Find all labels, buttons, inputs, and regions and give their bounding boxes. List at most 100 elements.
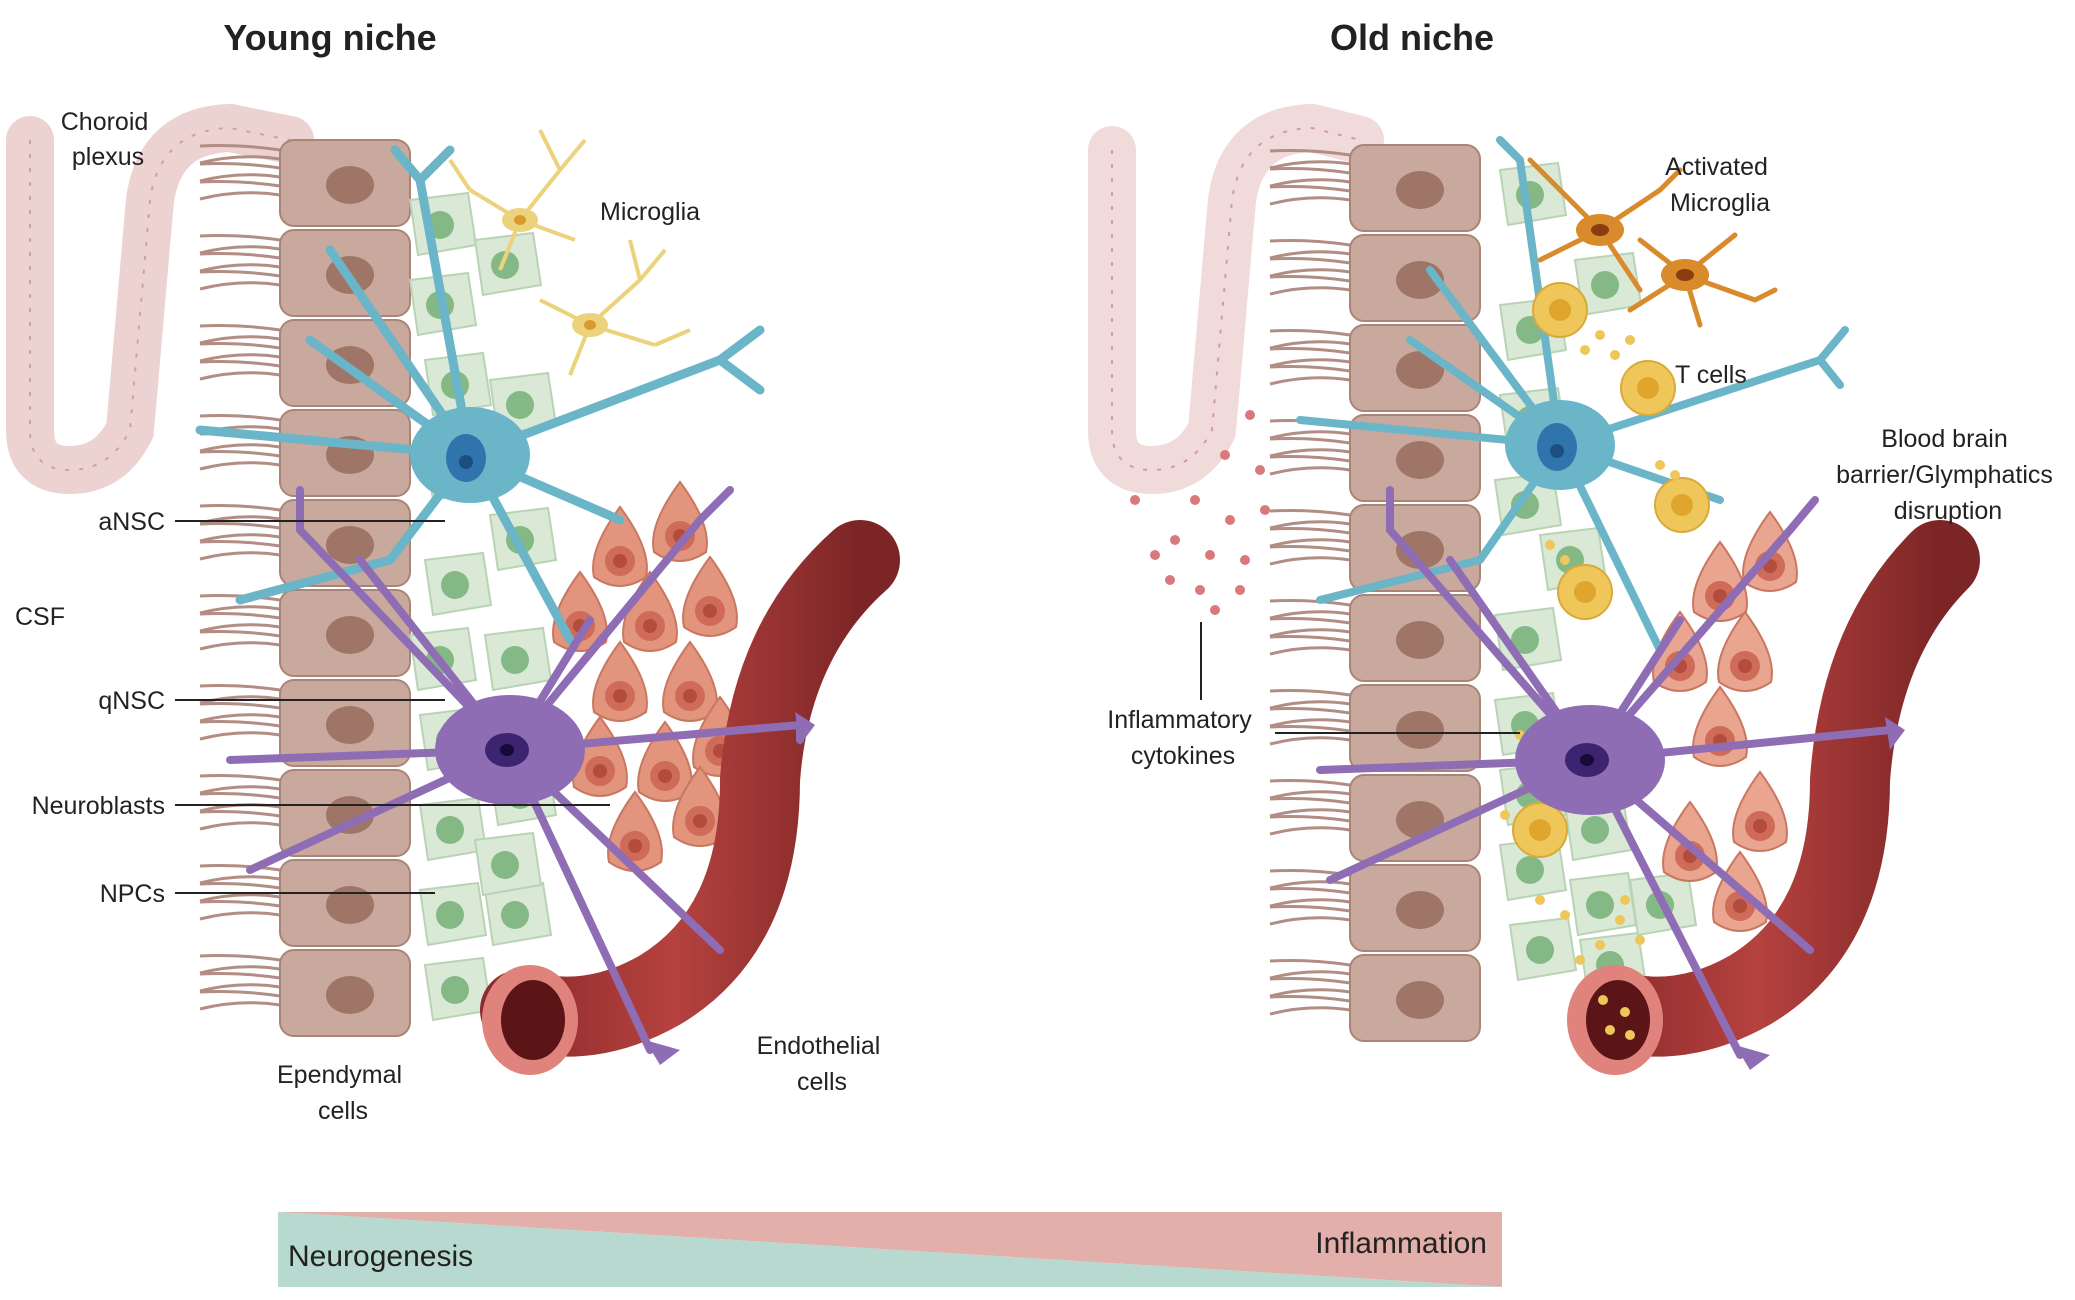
- npc-cell: [1498, 161, 1568, 227]
- cytokines-label-line2: cytokines: [1131, 742, 1235, 770]
- ependymal-cell: [1269, 954, 1481, 1042]
- neuroblast-cell: [622, 570, 678, 652]
- cytokine-dot-gold: [1535, 895, 1545, 905]
- cytokine-dot-gold: [1635, 935, 1645, 945]
- neurogenesis-inflammation-gradient: Neurogenesis Inflammation: [278, 1212, 1502, 1287]
- cytokine-dot: [1260, 505, 1270, 515]
- svg-text:Inflammatory cytokines: Inflammatory cytokines: [1107, 706, 1258, 770]
- t-cell: [1512, 802, 1568, 858]
- cytokine-dot-gold: [1545, 540, 1555, 550]
- young-niche-panel: Young niche: [6, 17, 900, 1125]
- ependymal-cell: [199, 139, 411, 227]
- cytokine-dot: [1220, 450, 1230, 460]
- qnsc-cell-old: [1316, 486, 1905, 1070]
- neuroblasts-label: Neuroblasts: [32, 792, 165, 820]
- csf-label: CSF: [15, 603, 65, 631]
- activated-microglia: [1527, 157, 1778, 328]
- young-niche-title: Young niche: [223, 17, 436, 58]
- t-cells: [1500, 282, 1710, 965]
- qnsc-label: qNSC: [98, 687, 165, 715]
- ependymal-label-line2: cells: [318, 1097, 368, 1125]
- ependymal-cell: [1269, 864, 1481, 952]
- cytokine-dot-gold: [1620, 895, 1630, 905]
- cytokine-dot: [1170, 535, 1180, 545]
- neuroblast-cell: [652, 480, 708, 562]
- bbb-label-line1: Blood brain: [1881, 425, 2007, 453]
- neuroblast-cell: [1692, 685, 1748, 767]
- ependymal-cell: [1269, 144, 1481, 232]
- ansc-label: aNSC: [98, 508, 165, 536]
- ependymal-cell: [1269, 234, 1481, 322]
- neuroblast-cell: [607, 790, 663, 872]
- bbb-label-line3: disruption: [1894, 497, 2002, 525]
- activated-microglia-label-line1: Activated: [1665, 153, 1768, 181]
- ependymal-cell: [199, 679, 411, 767]
- qnsc-cell-young: [226, 486, 815, 1065]
- neuroblast-cluster-young: [552, 480, 748, 872]
- ependymal-label-line1: Ependymal: [277, 1061, 402, 1089]
- t-cell: [1557, 564, 1613, 620]
- ependymal-cell: [1269, 594, 1481, 682]
- cytokine-dot-gold: [1500, 810, 1510, 820]
- npcs-label: NPCs: [100, 880, 165, 908]
- cytokine-dot-gold: [1595, 940, 1605, 950]
- npc-cell: [483, 881, 553, 947]
- svg-text:Activated Microglia: Activated Microglia: [1665, 153, 1775, 217]
- cytokine-dot-gold: [1580, 345, 1590, 355]
- cytokine-dot-gold: [1655, 460, 1665, 470]
- bbb-label-line2: barrier/Glymphatics: [1836, 461, 2053, 489]
- ependymal-cell: [1269, 504, 1481, 592]
- cytokine-dot: [1240, 555, 1250, 565]
- choroid-plexus-old: [1088, 103, 1384, 495]
- blood-vessel-young: [480, 520, 900, 1075]
- cytokine-dot: [1210, 605, 1220, 615]
- cytokine-dot: [1225, 515, 1235, 525]
- npc-cell: [1508, 916, 1578, 982]
- neuroblast-cluster-old: [1652, 510, 1798, 932]
- npc-cell: [483, 626, 553, 692]
- cytokine-dot-gold: [1560, 910, 1570, 920]
- cytokine-dot: [1130, 495, 1140, 505]
- t-cells-label: T cells: [1675, 361, 1747, 389]
- neurogenesis-label: Neurogenesis: [288, 1240, 473, 1273]
- inflammation-label: Inflammation: [1315, 1227, 1487, 1260]
- choroid-plexus-label-line2: plexus: [72, 143, 144, 171]
- cytokine-dot: [1245, 410, 1255, 420]
- cytokines-label-line1: Inflammatory: [1107, 706, 1252, 734]
- cytokine-dot: [1255, 465, 1265, 475]
- neuroblast-cell: [637, 720, 693, 802]
- cytokine-dot: [1165, 575, 1175, 585]
- endothelial-label-line2: cells: [797, 1068, 847, 1096]
- npc-cell: [473, 831, 543, 897]
- microglia-young: [448, 129, 691, 376]
- cytokine-dot: [1195, 585, 1205, 595]
- npc-cell: [418, 881, 488, 947]
- svg-text:Ependymal cells: Ependymal cells: [277, 1061, 409, 1125]
- neuroblast-cell: [1732, 770, 1788, 852]
- ependymal-cell: [199, 949, 411, 1037]
- ansc-cell-young: [195, 145, 765, 645]
- cytokine-dot: [1150, 550, 1160, 560]
- npc-cell: [423, 551, 493, 617]
- cytokine-dot: [1190, 495, 1200, 505]
- cytokine-dot-gold: [1560, 555, 1570, 565]
- choroid-plexus-label-line1: Choroid: [61, 108, 149, 136]
- endothelial-label-line1: Endothelial: [757, 1032, 881, 1060]
- old-niche-panel: Old niche: [1088, 17, 2060, 1075]
- blood-vessel-old: [1567, 520, 1980, 1075]
- svg-text:Blood brain barrier/Glym: Blood brain barrier/Glymphatics disrupti…: [1836, 425, 2060, 525]
- ependymal-cell: [199, 589, 411, 677]
- npc-cell: [423, 956, 493, 1022]
- neuroblast-cell: [592, 505, 648, 587]
- ependymal-layer-old: [1269, 144, 1481, 1042]
- cytokine-dot-gold: [1575, 955, 1585, 965]
- neuroblast-cell: [682, 555, 738, 637]
- cytokine-dot-gold: [1610, 350, 1620, 360]
- cytokine-dot-gold: [1625, 335, 1635, 345]
- ependymal-cell: [199, 409, 411, 497]
- ependymal-cell: [1269, 774, 1481, 862]
- ependymal-cell: [199, 859, 411, 947]
- cytokine-dot-gold: [1595, 330, 1605, 340]
- neuroblast-cell: [1717, 610, 1773, 692]
